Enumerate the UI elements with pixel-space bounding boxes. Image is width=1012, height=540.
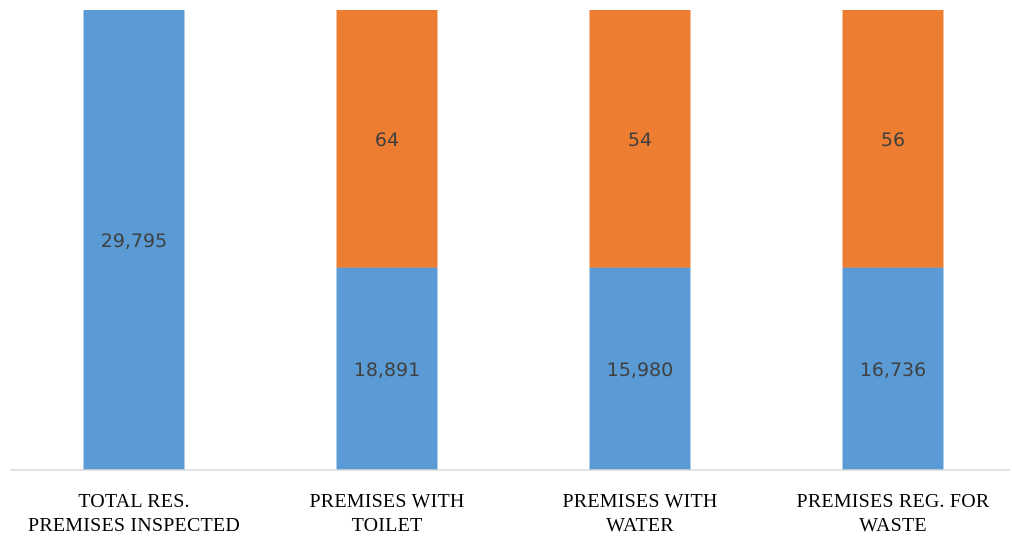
bar-segment-series1-2 bbox=[336, 267, 438, 470]
category-label-3-line-2: WATER bbox=[606, 514, 674, 536]
data-label-series1-3: 15,980 bbox=[607, 359, 673, 381]
data-labels-layer: 29,795 18,891 64 15,980 54 16,736 56 bbox=[101, 129, 926, 381]
data-label-series1-4: 16,736 bbox=[860, 359, 926, 381]
data-label-series2-2: 64 bbox=[375, 129, 399, 151]
bar-segment-series1-4 bbox=[842, 267, 944, 470]
bar-segment-series2-2 bbox=[336, 10, 438, 268]
bars-layer bbox=[83, 10, 944, 470]
category-label-4-line-2: WASTE bbox=[859, 514, 927, 536]
data-label-series1-1: 29,795 bbox=[101, 230, 167, 252]
category-label-1-line-1: TOTAL RES. bbox=[78, 490, 190, 512]
bar-segment-series1-1 bbox=[83, 10, 185, 470]
category-label-1-line-2: PREMISES INSPECTED bbox=[28, 514, 240, 536]
category-labels-layer: TOTAL RES.PREMISES INSPECTED PREMISES WIT… bbox=[28, 490, 990, 536]
data-label-series1-2: 18,891 bbox=[354, 359, 420, 381]
category-label-3-line-1: PREMISES WITH bbox=[562, 490, 717, 512]
bar-segment-series2-4 bbox=[842, 10, 944, 268]
category-label-2-line-2: TOILET bbox=[352, 514, 423, 536]
bar-segment-series1-3 bbox=[589, 267, 691, 470]
category-label-4-line-1: PREMISES REG. FOR bbox=[797, 490, 990, 512]
data-label-series2-4: 56 bbox=[881, 129, 905, 151]
bar-segment-series2-3 bbox=[589, 10, 691, 268]
category-label-2-line-1: PREMISES WITH bbox=[309, 490, 464, 512]
data-label-series2-3: 54 bbox=[628, 129, 652, 151]
